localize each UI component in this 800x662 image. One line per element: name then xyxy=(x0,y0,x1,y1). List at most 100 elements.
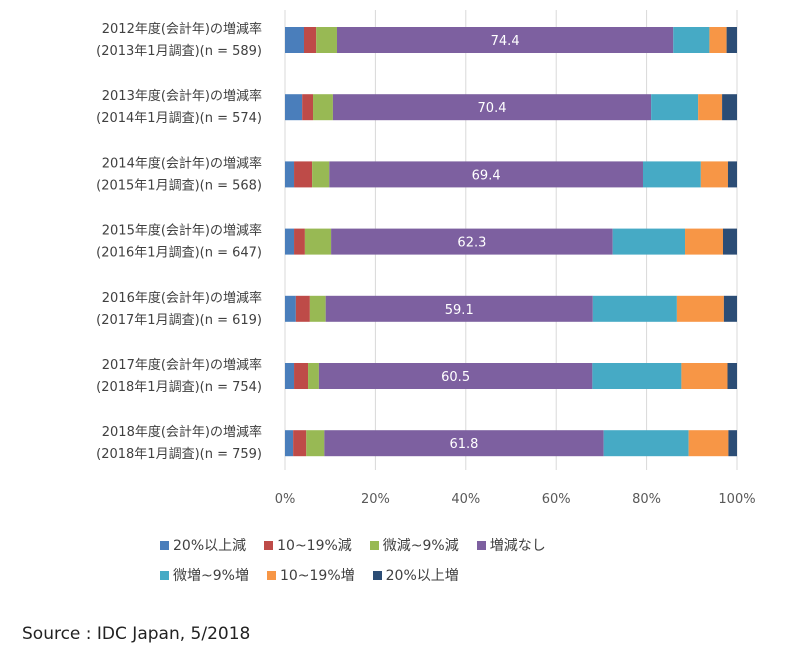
legend-item: 20%以上減 xyxy=(160,535,246,555)
bar-segment xyxy=(727,161,737,188)
source-note: Source : IDC Japan, 5/2018 xyxy=(22,624,251,644)
bar-segment xyxy=(303,27,317,53)
bar-segment xyxy=(651,94,699,121)
bar-segment xyxy=(294,363,309,389)
bar-segment xyxy=(329,161,643,188)
legend-label: 20%以上増 xyxy=(385,568,459,584)
legend-swatch-icon xyxy=(266,570,276,580)
bars: 74.4 70.4 69.4 62.3 59.1 60.5 61.8 xyxy=(285,27,737,457)
legend-label: 10~19%減 xyxy=(277,538,352,554)
category-label: (2016年1月調査)(n = 647) xyxy=(96,246,262,261)
bar-segment xyxy=(336,27,674,53)
x-tick-label: 60% xyxy=(542,492,571,507)
data-label: 70.4 xyxy=(478,101,507,116)
category-label: (2014年1月調査)(n = 574) xyxy=(96,111,262,126)
bar-segment xyxy=(728,430,737,457)
bar-segment xyxy=(306,430,325,457)
bar-segment xyxy=(312,161,330,188)
bar-segment xyxy=(293,430,307,457)
bar-segment xyxy=(285,430,294,457)
bar-segment xyxy=(722,94,737,121)
legend-item: 微減~9%減 xyxy=(369,535,459,555)
bar-segment xyxy=(603,430,689,457)
bar-segment xyxy=(318,363,593,389)
bar-segment xyxy=(727,363,737,389)
bar-segment xyxy=(295,295,310,322)
legend-row: 微増~9%増 10~19%増 20%以上増 xyxy=(160,560,640,590)
bar-segment xyxy=(294,161,313,188)
bar-segment xyxy=(325,295,593,322)
category-label: 2018年度(会計年)の増減率 xyxy=(102,424,262,440)
bar-segment xyxy=(681,363,728,389)
category-label: 2014年度(会計年)の増減率 xyxy=(102,155,262,171)
x-tick-label: 0% xyxy=(275,492,296,507)
bar-segment xyxy=(642,161,701,188)
bar-segment xyxy=(285,161,295,188)
bar-segment xyxy=(698,94,723,121)
legend-item: 微増~9%増 xyxy=(160,565,249,585)
legend-swatch-icon xyxy=(476,540,486,550)
bar-segment xyxy=(331,228,613,255)
bar-segment xyxy=(726,27,737,53)
bar-segment xyxy=(709,27,727,53)
x-axis-ticks: 0% 20% 40% 60% 80% 100% xyxy=(275,492,756,507)
legend-item: 20%以上増 xyxy=(372,565,459,585)
category-label: 2015年度(会計年)の増減率 xyxy=(102,223,262,239)
category-label: 2016年度(会計年)の増減率 xyxy=(102,290,262,306)
legend-swatch-icon xyxy=(264,540,274,550)
bar-segment xyxy=(592,363,682,389)
bar-segment xyxy=(685,228,723,255)
bar-segment xyxy=(612,228,686,255)
legend-label: 10~19%増 xyxy=(279,568,355,584)
legend-label: 20%以上減 xyxy=(173,538,247,554)
data-label: 74.4 xyxy=(491,34,520,49)
legend-swatch-icon xyxy=(160,570,169,580)
bar-segment xyxy=(302,94,314,121)
legend-label: 微減~9%減 xyxy=(382,538,459,554)
legend-label: 微増~9%増 xyxy=(173,568,249,584)
category-label: (2017年1月調査)(n = 619) xyxy=(96,313,262,328)
bar-segment xyxy=(285,363,295,389)
bar-segment xyxy=(285,295,296,322)
legend-swatch-icon xyxy=(369,540,379,550)
category-label: (2013年1月調査)(n = 589) xyxy=(96,44,262,59)
bar-segment xyxy=(285,228,295,255)
category-label: 2017年度(会計年)の増減率 xyxy=(102,357,262,373)
bar-segment xyxy=(304,228,332,255)
data-label: 61.8 xyxy=(450,437,479,452)
bar-segment xyxy=(592,295,677,322)
data-label: 69.4 xyxy=(472,168,501,183)
legend-item: 増減なし xyxy=(476,535,546,555)
x-tick-label: 40% xyxy=(451,492,480,507)
x-tick-label: 80% xyxy=(632,492,661,507)
category-label: 2012年度(会計年)の増減率 xyxy=(102,21,262,37)
bar-segment xyxy=(332,94,652,121)
x-tick-label: 100% xyxy=(718,492,755,507)
category-label: (2015年1月調査)(n = 568) xyxy=(96,178,262,193)
bar-segment xyxy=(309,295,326,322)
category-label: (2018年1月調査)(n = 759) xyxy=(96,447,262,462)
bar-segment xyxy=(676,295,724,322)
category-labels: 2012年度(会計年)の増減率 (2013年1月調査)(n = 589) 2013年… xyxy=(96,21,262,462)
bar-segment xyxy=(688,430,729,457)
bar-segment xyxy=(673,27,710,53)
legend-row: 20%以上減 10~19%減 微減~9%減 増減なし xyxy=(160,530,640,560)
stacked-bar-chart: 74.4 70.4 69.4 62.3 59.1 60.5 61.8 2012年度(会計年)… xyxy=(96,10,756,507)
legend-swatch-icon xyxy=(372,570,382,580)
legend-item: 10~19%減 xyxy=(264,535,352,555)
category-label: 2013年度(会計年)の増減率 xyxy=(102,88,262,104)
bar-segment xyxy=(285,94,303,121)
x-tick-label: 20% xyxy=(361,492,390,507)
bar-segment xyxy=(722,228,737,255)
bar-segment xyxy=(324,430,604,457)
bar-segment xyxy=(700,161,728,188)
bar-segment xyxy=(313,94,333,121)
category-label: (2018年1月調査)(n = 754) xyxy=(96,380,262,395)
legend-swatch-icon xyxy=(160,540,169,550)
bar-segment xyxy=(316,27,337,53)
bar-segment xyxy=(285,27,304,53)
data-label: 62.3 xyxy=(457,236,486,251)
legend-label: 増減なし xyxy=(489,538,546,554)
bar-segment xyxy=(294,228,305,255)
legend: 20%以上減 10~19%減 微減~9%減 増減なし微増~9%増 10~19%増 20%以… xyxy=(160,530,640,590)
